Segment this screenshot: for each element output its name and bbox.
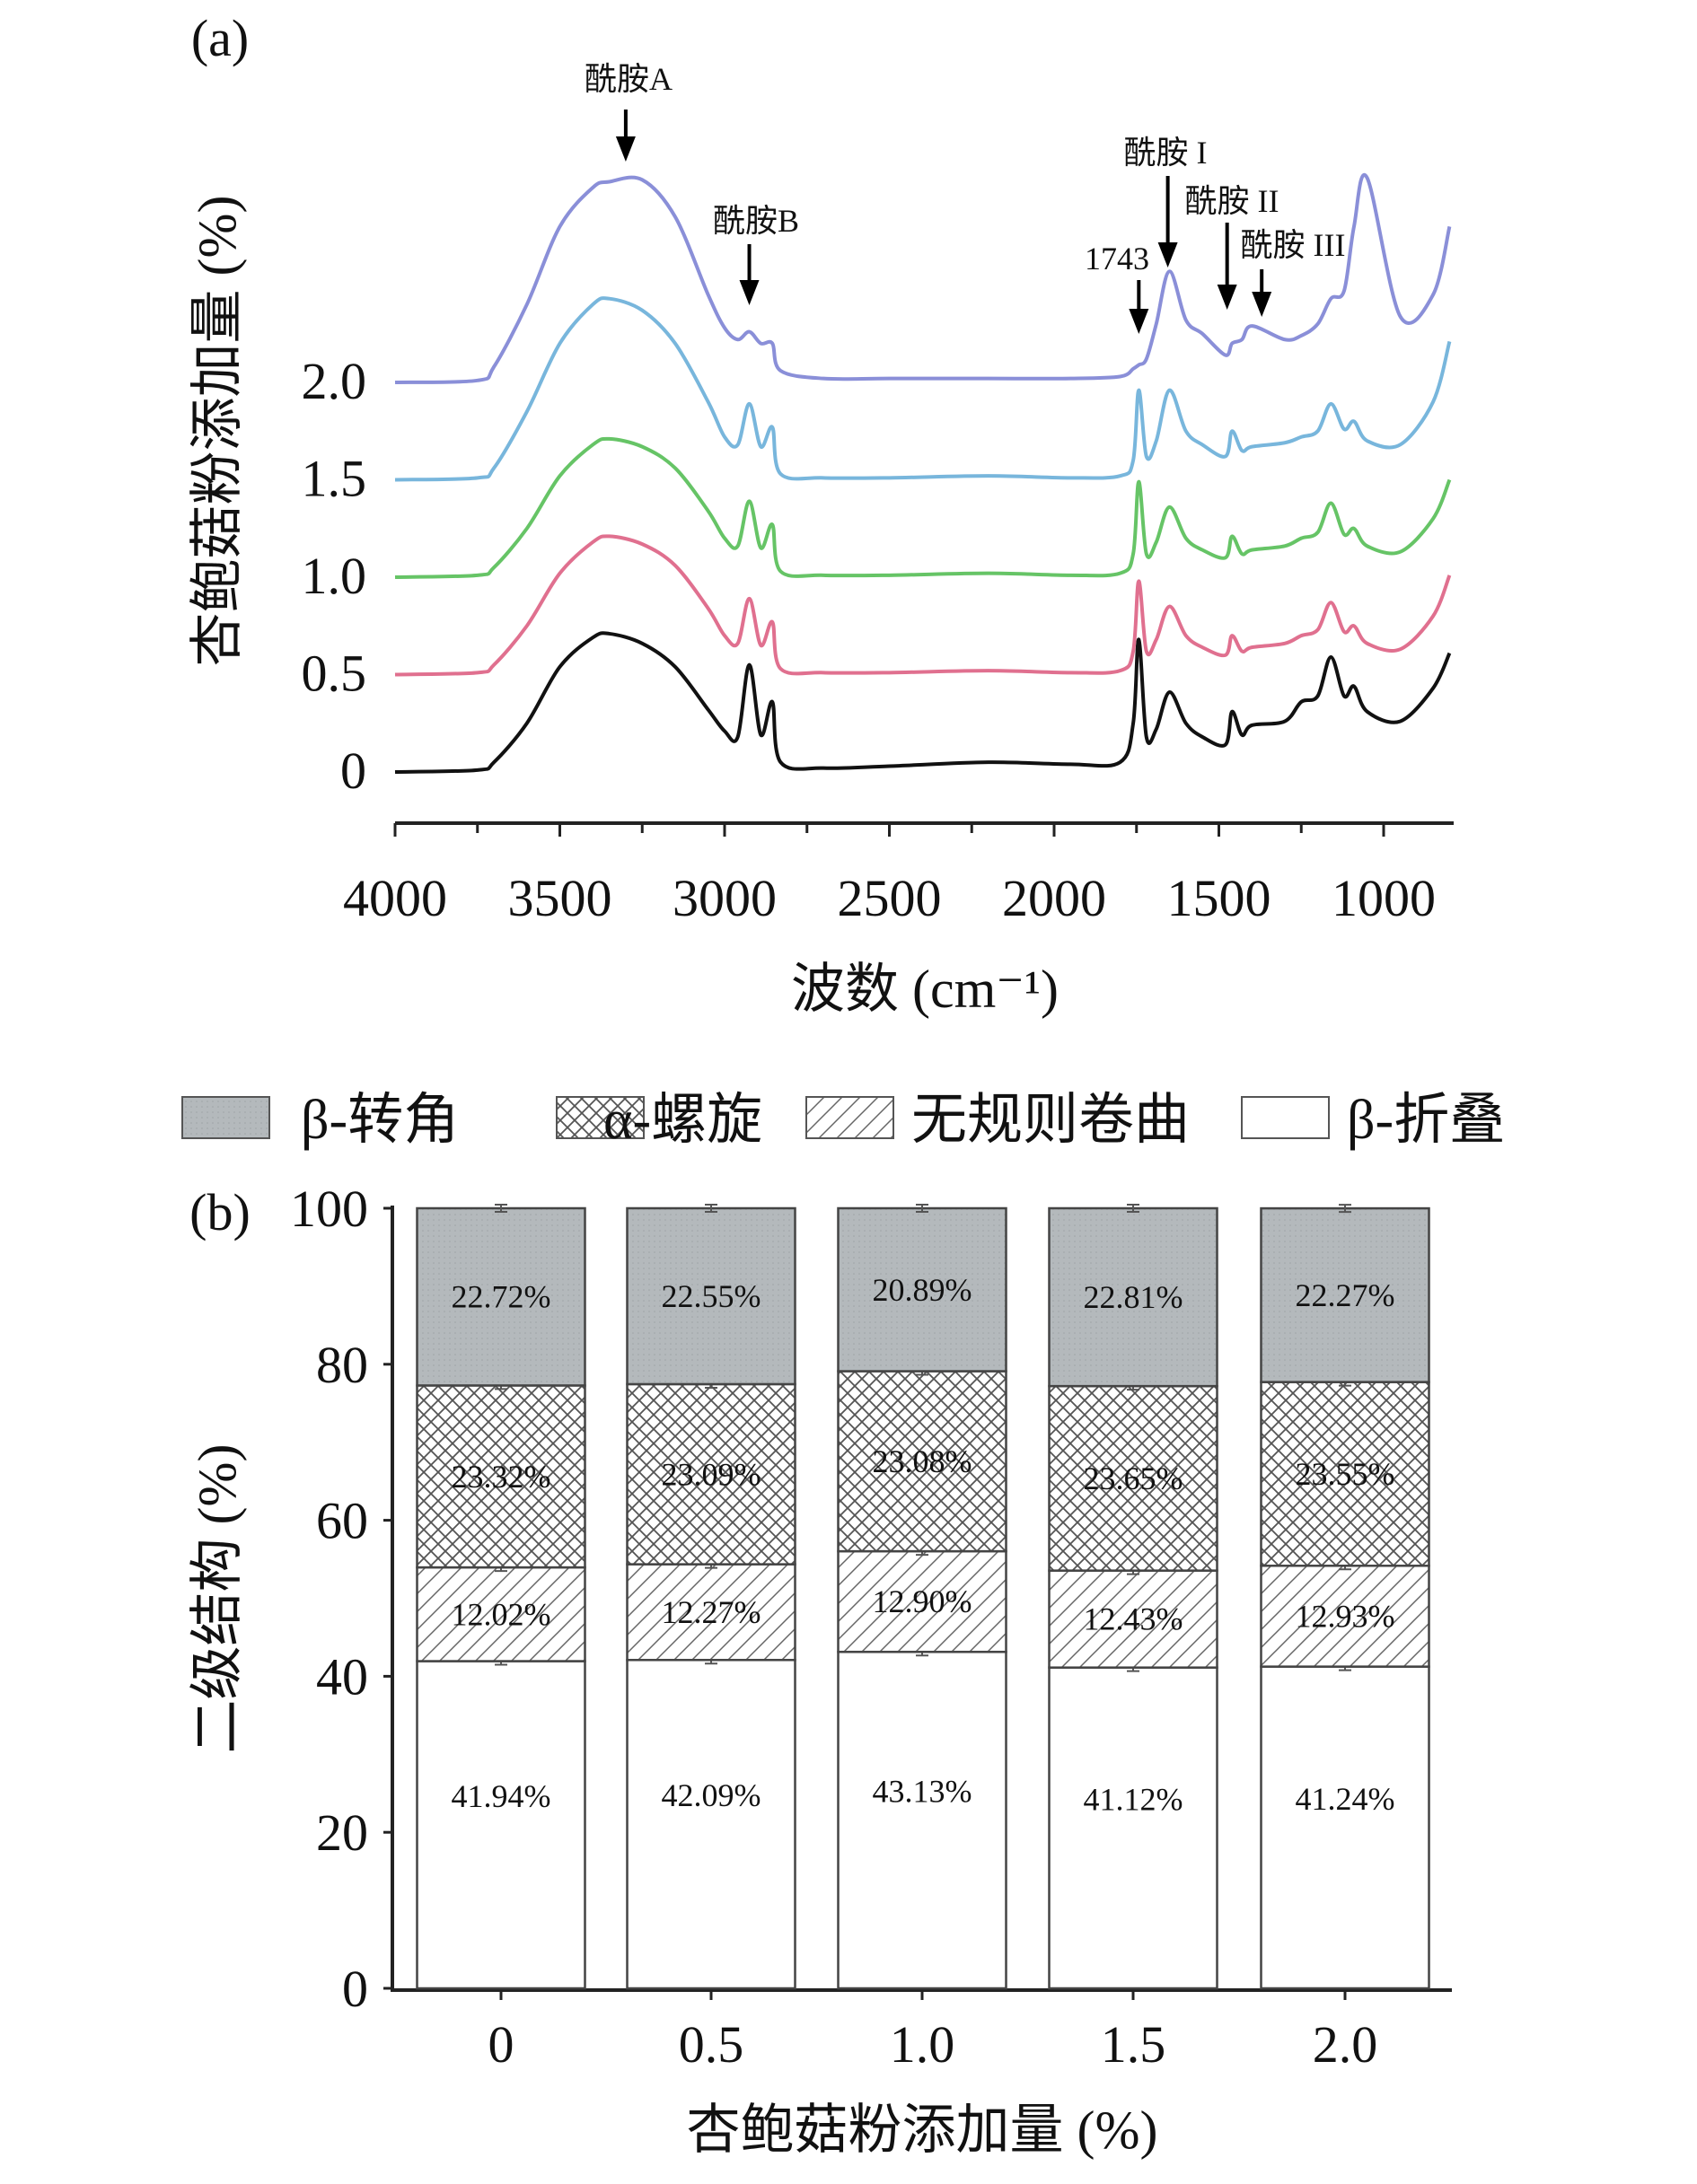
peak-annotation-label: 1743 (1085, 241, 1149, 276)
peak-annotation-label: 酰胺 I (1124, 135, 1208, 171)
panel-label: (b) (189, 1183, 251, 1241)
arrow-down-icon (1129, 309, 1149, 334)
bar-value-label: 41.12% (1084, 1781, 1183, 1817)
bar-segment (837, 1650, 1007, 1990)
bar-segment (1260, 1381, 1430, 1567)
bar-value-label: 41.24% (1296, 1781, 1395, 1817)
arrow-down-icon (1217, 285, 1237, 310)
bar-segment (626, 1658, 796, 1990)
x-tick-label: 1000 (1332, 869, 1436, 927)
bar-value-label: 23.08% (873, 1443, 972, 1479)
x-tick-label: 3500 (508, 869, 612, 927)
secondary-structure-panel: β-转角 α-螺旋 无规则卷曲 β-折叠 (b) 0 20 40 60 80 100 0 0.5 1.0 1… (181, 1090, 1505, 2160)
x-tick-label: 2500 (838, 869, 942, 927)
y-tick-label: 1.5 (302, 450, 367, 508)
bar-value-label: 43.13% (873, 1774, 972, 1810)
x-axis-title: 波数 (cm⁻¹) (791, 960, 1059, 1019)
y-tick-label: 40 (316, 1647, 368, 1706)
ftir-panel: (a) 4000 3500 3000 2500 2000 1500 1000 0 0.5 1.0 1.… (188, 9, 1454, 1019)
bar-segment (1260, 1206, 1430, 1383)
panel-label: (a) (191, 9, 249, 67)
y-tick-label: 0 (340, 741, 366, 800)
bar-segment (1260, 1665, 1430, 1990)
x-axis-title: 杏鲍菇粉添加量 (%) (687, 2101, 1158, 2160)
x-tick-label: 1.0 (890, 2015, 955, 2074)
bar-value-label: 12.90% (873, 1583, 972, 1619)
y-tick-label: 0.5 (302, 645, 367, 703)
x-tick-label: 0.5 (679, 2015, 744, 2074)
x-tick-label: 1.5 (1101, 2015, 1166, 2074)
y-tick-label: 0 (342, 1960, 368, 2018)
bar-segment (416, 1566, 586, 1662)
legend-label: 无规则卷曲 (911, 1090, 1190, 1151)
bar-value-label: 23.65% (1084, 1460, 1183, 1496)
y-tick-label: 100 (290, 1180, 368, 1238)
arrow-down-icon (1157, 242, 1178, 268)
legend-swatch (805, 1096, 894, 1139)
x-tick-label: 0 (488, 2015, 514, 2074)
bar-segment (416, 1384, 586, 1569)
legend-label: β-折叠 (1347, 1090, 1505, 1151)
bar-value-label: 22.27% (1296, 1277, 1395, 1313)
bar-value-label: 12.27% (662, 1594, 761, 1630)
error-bar (1127, 1204, 1139, 1213)
y-tick-label: 2.0 (302, 352, 367, 410)
arrow-down-icon (615, 136, 636, 162)
bar-segment (837, 1370, 1007, 1553)
arrow-down-icon (739, 280, 760, 305)
bar-value-label: 22.55% (662, 1278, 761, 1314)
bar-value-label: 20.89% (873, 1272, 972, 1308)
legend-swatch (1241, 1096, 1330, 1139)
y-axis-title: 杏鲍菇粉添加量 (%) (188, 196, 247, 667)
spectrum-line-0 (394, 631, 1452, 774)
bar-value-label: 12.93% (1296, 1598, 1395, 1634)
x-tick-label: 2000 (1002, 869, 1106, 927)
y-tick-label: 60 (316, 1492, 368, 1550)
x-tick-label: 2.0 (1313, 2015, 1378, 2074)
error-bar (916, 1204, 928, 1213)
bar-value-label: 42.09% (662, 1777, 761, 1813)
legend-label: β-转角 (301, 1090, 459, 1151)
spectrum-line-1 (394, 436, 1452, 579)
bar-segment (626, 1206, 796, 1386)
peak-annotation-label: 酰胺A (585, 61, 673, 97)
bar-value-label: 23.09% (662, 1456, 761, 1492)
legend-swatch (181, 1096, 270, 1139)
error-bar (1339, 1204, 1351, 1214)
bar-value-label: 22.72% (452, 1279, 551, 1315)
y-tick-label: 80 (316, 1336, 368, 1394)
legend-label: α-螺旋 (603, 1090, 762, 1151)
bar-value-label: 12.43% (1084, 1601, 1183, 1637)
bar-segment (416, 1206, 586, 1387)
bar-value-label: 23.32% (452, 1459, 551, 1495)
bar-value-label: 22.81% (1084, 1279, 1183, 1315)
bar-segment (1260, 1565, 1430, 1668)
y-axis-title: 二级结构 (%) (188, 1444, 247, 1754)
peak-annotation-label: 酰胺B (713, 203, 799, 239)
bar-segment (626, 1563, 796, 1662)
error-bar (495, 1204, 507, 1213)
y-tick-label: 20 (316, 1803, 368, 1862)
bar-value-label: 41.94% (452, 1778, 551, 1814)
x-tick-label: 4000 (343, 869, 447, 927)
bar-value-label: 12.02% (452, 1596, 551, 1632)
legend-swatch (556, 1096, 645, 1139)
bar-segment (626, 1382, 796, 1566)
bar-value-label: 23.55% (1296, 1456, 1395, 1492)
y-tick-label: 1.0 (302, 547, 367, 605)
x-tick-label: 1500 (1167, 869, 1271, 927)
spectrum-line-1.5 (394, 296, 1452, 482)
bar-segment (1048, 1384, 1218, 1572)
bar-segment (416, 1660, 586, 1990)
arrow-down-icon (1252, 292, 1272, 317)
peak-annotation-label: 酰胺 III (1241, 227, 1346, 263)
bar-segment (1048, 1666, 1218, 1990)
bar-segment (837, 1549, 1007, 1653)
spectrum-line-0.5 (394, 534, 1452, 677)
error-bar (705, 1204, 717, 1213)
spectrum-line-2 (394, 173, 1452, 384)
x-tick-label: 3000 (673, 869, 777, 927)
peak-annotation-label: 酰胺 II (1185, 183, 1279, 219)
